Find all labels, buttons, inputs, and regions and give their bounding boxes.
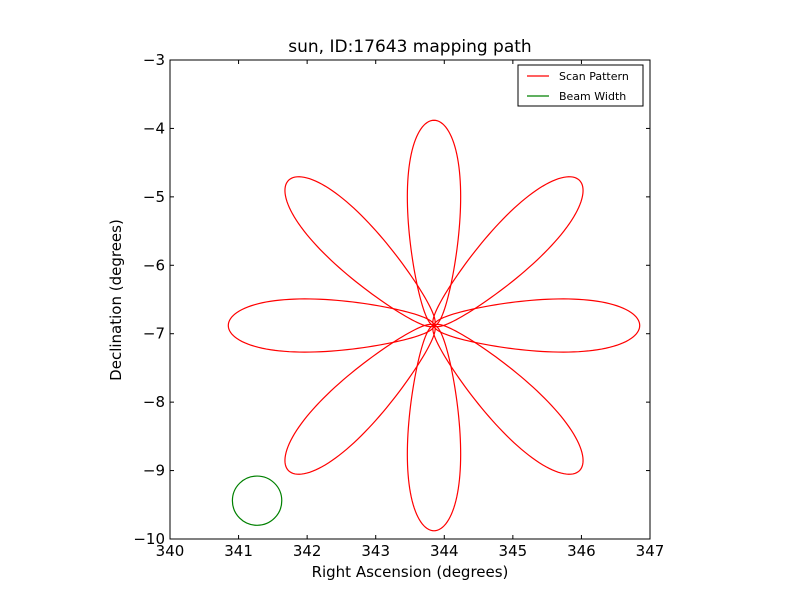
y-axis-label: Declination (degrees) bbox=[107, 219, 125, 381]
scan-pattern-petal bbox=[432, 176, 584, 328]
series-layer bbox=[227, 119, 641, 532]
legend-label-beam-width: Beam Width bbox=[559, 90, 626, 103]
legend: Scan Pattern Beam Width bbox=[517, 64, 644, 107]
scan-pattern-petal bbox=[284, 323, 436, 475]
x-tick-label: 343 bbox=[361, 542, 390, 560]
scan-pattern-petal bbox=[433, 298, 641, 353]
scan-pattern-petal bbox=[284, 176, 436, 328]
y-tick-label: −5 bbox=[143, 188, 165, 206]
legend-box bbox=[517, 64, 644, 107]
x-tick-label: 340 bbox=[156, 542, 185, 560]
y-tick-label: −10 bbox=[133, 530, 165, 548]
y-tick-label: −3 bbox=[143, 51, 165, 69]
y-tick-label: −7 bbox=[143, 325, 165, 343]
chart-title: sun, ID:17643 mapping path bbox=[288, 37, 531, 57]
legend-label-scan-pattern: Scan Pattern bbox=[559, 70, 629, 83]
scan-pattern-petal bbox=[406, 119, 462, 327]
plot-area bbox=[169, 59, 651, 540]
y-tick-label: −8 bbox=[143, 393, 165, 411]
ticks-layer: 340 341 342 343 344 345 346 347 −3 −4 −5 −6 −7 −8 −9 −1… bbox=[133, 51, 664, 560]
x-tick-label: 344 bbox=[430, 542, 459, 560]
plot-frame bbox=[169, 59, 651, 540]
x-tick-label: 346 bbox=[567, 542, 596, 560]
y-tick-label: −6 bbox=[143, 256, 165, 274]
x-tick-label: 342 bbox=[293, 542, 322, 560]
x-axis-label: Right Ascension (degrees) bbox=[312, 563, 509, 581]
scan-pattern-petal bbox=[406, 324, 462, 532]
y-tick-label: −4 bbox=[143, 119, 165, 137]
x-tick-label: 341 bbox=[224, 542, 253, 560]
beam-width-circle bbox=[231, 475, 283, 526]
y-tick-label: −9 bbox=[143, 462, 165, 480]
scan-pattern-petal bbox=[227, 298, 435, 353]
scan-pattern-petal bbox=[432, 323, 584, 475]
x-tick-label: 347 bbox=[636, 542, 665, 560]
x-tick-label: 345 bbox=[499, 542, 528, 560]
